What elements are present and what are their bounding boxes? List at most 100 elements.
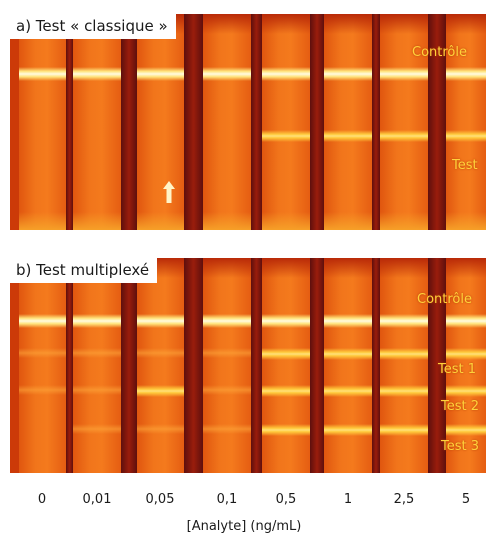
concentration-label: 2,5 bbox=[393, 492, 415, 507]
strip-bottom-glow bbox=[136, 212, 184, 230]
strip-gap bbox=[251, 14, 262, 230]
test-strip bbox=[203, 14, 251, 230]
test-band bbox=[73, 424, 121, 434]
strip-gap bbox=[65, 258, 73, 473]
test-strip bbox=[446, 258, 486, 473]
control-band bbox=[262, 67, 310, 81]
strip-gap bbox=[310, 258, 324, 473]
strip-gap bbox=[65, 14, 73, 230]
panel-a-title: a) Test « classique » bbox=[10, 14, 176, 39]
test-band bbox=[446, 424, 486, 436]
strip-bottom-glow bbox=[324, 212, 372, 230]
strip-gap bbox=[428, 258, 446, 473]
panel-b-title: b) Test multiplexé bbox=[10, 258, 158, 283]
control-band bbox=[324, 67, 372, 81]
panel-a-strip-image bbox=[10, 14, 486, 230]
test-strip bbox=[136, 258, 184, 473]
test-strip bbox=[446, 14, 486, 230]
control-band bbox=[18, 314, 66, 328]
control-band bbox=[203, 67, 251, 81]
concentration-label: 0 bbox=[37, 492, 47, 507]
test-band bbox=[73, 385, 121, 395]
strip-gap bbox=[310, 14, 324, 230]
control-band bbox=[136, 314, 184, 328]
panel-b-strip-image bbox=[10, 258, 486, 473]
strip-bottom-glow bbox=[18, 212, 66, 230]
test-band bbox=[380, 348, 428, 360]
axis-title: [Analyte] (ng/mL) bbox=[186, 519, 302, 534]
test-band bbox=[446, 130, 486, 142]
test-strip bbox=[18, 14, 66, 230]
concentration-label: 0,1 bbox=[216, 492, 238, 507]
test-strip bbox=[324, 258, 372, 473]
test-band bbox=[136, 385, 184, 397]
test-strip bbox=[324, 14, 372, 230]
control-band bbox=[203, 314, 251, 328]
strip-gap bbox=[428, 14, 446, 230]
test-band bbox=[136, 424, 184, 434]
strip-bottom-glow bbox=[262, 212, 310, 230]
up-arrow-icon bbox=[163, 181, 175, 203]
test-strip bbox=[380, 14, 428, 230]
test-strip bbox=[380, 258, 428, 473]
test-band bbox=[380, 130, 428, 142]
strip-gap bbox=[121, 14, 137, 230]
test-band bbox=[324, 348, 372, 360]
test-band bbox=[324, 424, 372, 436]
test-band bbox=[324, 130, 372, 142]
control-band bbox=[73, 67, 121, 81]
control-band bbox=[136, 67, 184, 81]
test-band bbox=[18, 385, 66, 395]
concentration-label: 0,01 bbox=[82, 492, 112, 507]
test-band bbox=[203, 348, 251, 358]
test-strip bbox=[73, 14, 121, 230]
control-band bbox=[446, 67, 486, 81]
concentration-label: 5 bbox=[461, 492, 471, 507]
control-band bbox=[380, 67, 428, 81]
test-band bbox=[203, 424, 251, 434]
test-band bbox=[380, 385, 428, 397]
test-band bbox=[324, 385, 372, 397]
concentration-label: 1 bbox=[343, 492, 353, 507]
test-strip bbox=[262, 14, 310, 230]
strip-gap bbox=[251, 258, 262, 473]
test-band bbox=[73, 348, 121, 358]
strip-gap bbox=[183, 258, 203, 473]
test-strip bbox=[203, 258, 251, 473]
panel-a-test-label: Test bbox=[452, 158, 478, 173]
strip-gap bbox=[372, 258, 380, 473]
panel-b-test1-label: Test 1 bbox=[438, 362, 477, 377]
test-band bbox=[446, 385, 486, 397]
panel-b-test3-label: Test 3 bbox=[441, 439, 480, 454]
control-band bbox=[380, 314, 428, 328]
strip-bottom-glow bbox=[446, 212, 486, 230]
control-band bbox=[262, 314, 310, 328]
test-band bbox=[262, 348, 310, 360]
test-strip bbox=[262, 258, 310, 473]
test-strip bbox=[136, 14, 184, 230]
test-strip bbox=[18, 258, 66, 473]
strip-gap bbox=[121, 258, 137, 473]
control-band bbox=[446, 314, 486, 328]
concentration-label: 0,05 bbox=[145, 492, 175, 507]
strip-bottom-glow bbox=[203, 212, 251, 230]
control-band bbox=[324, 314, 372, 328]
panel-a-control-label: Contrôle bbox=[412, 45, 467, 60]
panel-b-test2-label: Test 2 bbox=[441, 399, 480, 414]
strip-bottom-glow bbox=[380, 212, 428, 230]
test-band bbox=[18, 348, 66, 358]
test-band bbox=[262, 385, 310, 397]
strip-gap bbox=[183, 14, 203, 230]
strip-bottom-glow bbox=[73, 212, 121, 230]
test-band bbox=[136, 348, 184, 358]
test-strip bbox=[73, 258, 121, 473]
panel-b-control-label: Contrôle bbox=[417, 292, 472, 307]
test-band bbox=[262, 424, 310, 436]
test-band bbox=[262, 130, 310, 142]
control-band bbox=[73, 314, 121, 328]
concentration-label: 0,5 bbox=[275, 492, 297, 507]
strip-gap bbox=[372, 14, 380, 230]
test-band bbox=[203, 385, 251, 395]
test-band bbox=[380, 424, 428, 436]
test-band bbox=[446, 348, 486, 360]
